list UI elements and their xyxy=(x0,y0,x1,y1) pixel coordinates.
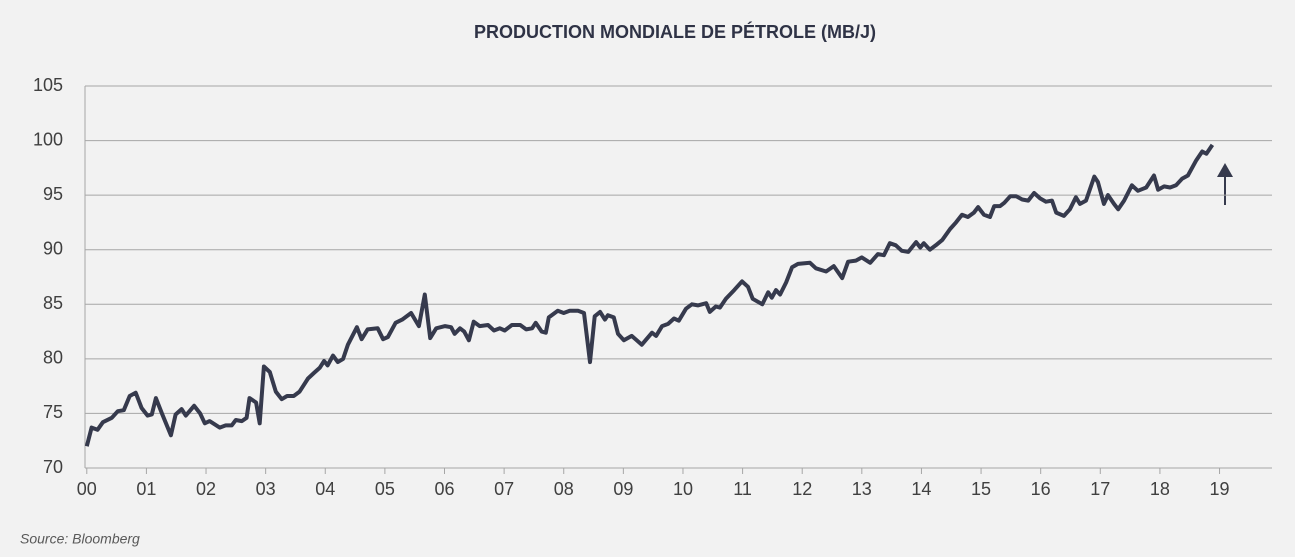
x-tick-label: 09 xyxy=(613,479,633,499)
x-tick-label: 18 xyxy=(1150,479,1170,499)
x-tick-label: 01 xyxy=(136,479,156,499)
x-tick-label: 10 xyxy=(673,479,693,499)
x-tick-label: 11 xyxy=(733,479,752,499)
x-tick-label: 12 xyxy=(792,479,812,499)
x-tick-label: 02 xyxy=(196,479,216,499)
y-tick-label: 105 xyxy=(33,75,63,95)
x-tick-label: 16 xyxy=(1031,479,1051,499)
source-note: Source: Bloomberg xyxy=(20,531,140,547)
x-tick-label: 13 xyxy=(852,479,872,499)
data-line xyxy=(84,143,1215,447)
arrow-annotation xyxy=(1217,163,1233,205)
y-tick-label: 90 xyxy=(43,238,63,258)
chart-title: PRODUCTION MONDIALE DE PÉTROLE (MB/J) xyxy=(474,21,876,42)
x-tick-label: 05 xyxy=(375,479,395,499)
x-tick-label: 07 xyxy=(494,479,514,499)
y-tick-label: 100 xyxy=(33,129,63,149)
x-tick-label: 19 xyxy=(1210,479,1230,499)
x-tick-label: 15 xyxy=(971,479,991,499)
x-tick-label: 14 xyxy=(911,479,931,499)
y-tick-label: 85 xyxy=(43,293,63,313)
arrow-head xyxy=(1217,163,1233,177)
y-tick-label: 70 xyxy=(43,457,63,477)
y-tick-label: 80 xyxy=(43,348,63,368)
y-tick-label: 75 xyxy=(43,402,63,422)
x-tick-label: 00 xyxy=(77,479,97,499)
x-tick-label: 03 xyxy=(256,479,276,499)
x-tick-label: 06 xyxy=(434,479,454,499)
y-tick-label: 95 xyxy=(43,184,63,204)
x-tick-label: 17 xyxy=(1090,479,1110,499)
x-tick-label: 04 xyxy=(315,479,335,499)
x-tick-label: 08 xyxy=(554,479,574,499)
